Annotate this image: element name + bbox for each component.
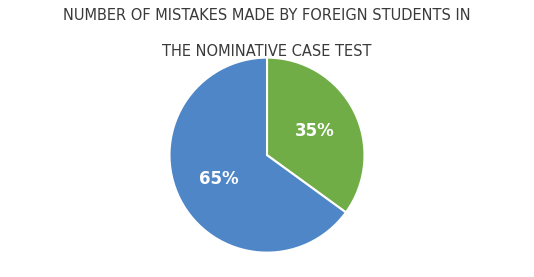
Text: 35%: 35% [295, 122, 335, 140]
Text: 65%: 65% [199, 170, 239, 188]
Wedge shape [267, 58, 365, 212]
Text: NUMBER OF MISTAKES MADE BY FOREIGN STUDENTS IN: NUMBER OF MISTAKES MADE BY FOREIGN STUDE… [63, 8, 471, 23]
Text: THE NOMINATIVE CASE TEST: THE NOMINATIVE CASE TEST [162, 44, 372, 59]
Wedge shape [169, 58, 346, 253]
